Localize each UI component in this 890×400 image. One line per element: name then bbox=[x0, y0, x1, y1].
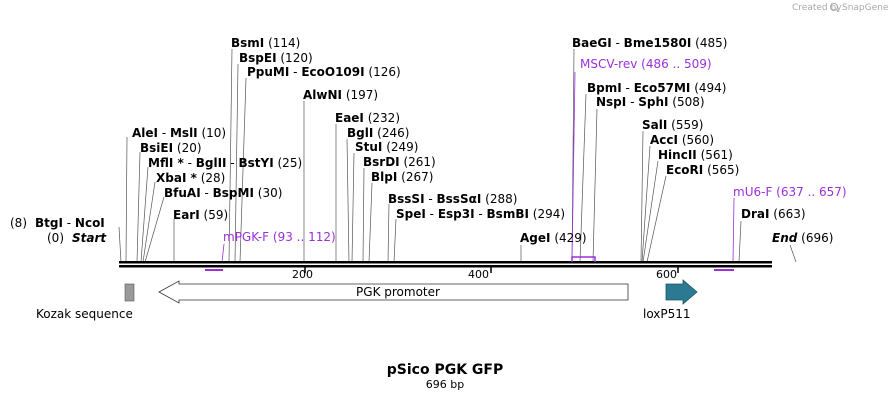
ruler-tick-600: 600 bbox=[656, 268, 677, 281]
connector-spei bbox=[393, 218, 397, 263]
site-bfuai-bspmi[interactable]: BfuAI - BspMI (30) bbox=[164, 186, 282, 200]
site-xbai[interactable]: XbaI * (28) bbox=[156, 171, 225, 185]
ruler: 200 400 600 bbox=[292, 266, 679, 281]
connector-alei bbox=[125, 136, 128, 263]
site-alwni[interactable]: AlwNI (197) bbox=[303, 88, 378, 102]
site-sali[interactable]: SalI (559) bbox=[642, 118, 703, 132]
map-length: 696 bp bbox=[426, 378, 464, 391]
connector-nspi bbox=[592, 108, 598, 263]
connector-end bbox=[789, 244, 797, 263]
site-acci[interactable]: AccI (560) bbox=[650, 133, 714, 147]
primer-mscv-rev[interactable]: MSCV-rev (486 .. 509) bbox=[580, 57, 712, 71]
primer-connectors bbox=[221, 71, 735, 263]
credit-prefix: Created by bbox=[792, 3, 842, 13]
connector-bsssi bbox=[387, 203, 390, 263]
site-bspei[interactable]: BspEI (120) bbox=[239, 51, 313, 65]
connector-mu6-f bbox=[732, 197, 735, 263]
site-hincii[interactable]: HincII (561) bbox=[658, 148, 733, 162]
connector-xbai bbox=[142, 181, 156, 263]
site-mfli-bglii-bstyi[interactable]: MflI * - BglII - BstYI (25) bbox=[148, 156, 302, 170]
feature-loxp511-label: loxP511 bbox=[643, 307, 691, 321]
site-eaei[interactable]: EaeI (232) bbox=[335, 111, 400, 125]
ruler-tick-200: 200 bbox=[292, 268, 313, 281]
site-nspi-sphi[interactable]: NspI - SphI (508) bbox=[596, 95, 705, 109]
site-drai[interactable]: DraI (663) bbox=[741, 207, 806, 221]
connector-blpi bbox=[368, 182, 373, 263]
connector-bsrdi bbox=[362, 167, 365, 263]
site-blpi[interactable]: BlpI (267) bbox=[371, 170, 433, 184]
connector-bpmi bbox=[579, 93, 587, 263]
connector-stui bbox=[351, 152, 355, 263]
connector-mscv-rev bbox=[571, 71, 576, 263]
backbone bbox=[119, 261, 772, 268]
site-btgi-ncoi[interactable]: (8) BtgI - NcoI bbox=[10, 216, 105, 230]
site-bsssi-bsssai[interactable]: BssSI - BssSαI (288) bbox=[388, 192, 517, 206]
connector-bsmi bbox=[228, 48, 233, 263]
site-agei[interactable]: AgeI (429) bbox=[520, 231, 587, 245]
connector-ppumi bbox=[239, 77, 247, 263]
connector-hincii bbox=[642, 160, 659, 263]
snapgene-logo-icon bbox=[830, 3, 840, 13]
start-label: (0) Start bbox=[47, 231, 107, 245]
site-bpmi-eco57mi[interactable]: BpmI - Eco57MI (494) bbox=[587, 81, 726, 95]
feature-loxp511[interactable] bbox=[665, 279, 698, 305]
connector-bspei bbox=[234, 63, 239, 263]
site-bsrdi[interactable]: BsrDI (261) bbox=[363, 155, 436, 169]
primer-bar-mscv-rev bbox=[571, 256, 596, 262]
site-stui[interactable]: StuI (249) bbox=[355, 140, 419, 154]
connector-mpgk-f bbox=[221, 243, 225, 263]
site-ecori[interactable]: EcoRI (565) bbox=[666, 163, 739, 177]
connector-acci bbox=[641, 145, 651, 263]
site-baegi-bme1580i[interactable]: BaeGI - Bme1580I (485) bbox=[572, 36, 727, 50]
connector-btgi bbox=[118, 226, 122, 263]
credit-brand: SnapGene bbox=[842, 3, 889, 13]
primer-labels: mPGK-F (93 .. 112) MSCV-rev (486 .. 509)… bbox=[223, 57, 847, 244]
connector-sali bbox=[640, 130, 644, 263]
connector-drai bbox=[738, 220, 742, 263]
site-eari[interactable]: EarI (59) bbox=[173, 208, 228, 222]
connector-bfuai bbox=[144, 196, 165, 263]
site-connectors bbox=[118, 48, 797, 263]
primer-mu6-f[interactable]: mU6-F (637 .. 657) bbox=[733, 185, 847, 199]
feature-pgk-promoter-label: PGK promoter bbox=[356, 285, 440, 299]
connector-ecori bbox=[646, 175, 667, 263]
feature-kozak-sequence[interactable] bbox=[124, 283, 135, 302]
connector-bsiei bbox=[136, 151, 141, 263]
feature-kozak-label: Kozak sequence bbox=[36, 307, 133, 321]
connector-bgli bbox=[346, 138, 350, 263]
site-bgli[interactable]: BglI (246) bbox=[347, 126, 409, 140]
ruler-tick-400: 400 bbox=[468, 268, 489, 281]
connector-mfli bbox=[140, 166, 149, 263]
feature-pgk-promoter[interactable] bbox=[158, 280, 629, 304]
site-bsiei[interactable]: BsiEI (20) bbox=[140, 141, 202, 155]
primer-bars bbox=[205, 256, 734, 271]
site-spei-esp3i-bsmbi[interactable]: SpeI - Esp3I - BsmBI (294) bbox=[396, 207, 565, 221]
site-bsmi[interactable]: BsmI (114) bbox=[231, 36, 300, 50]
map-title: pSico PGK GFP bbox=[387, 362, 503, 378]
site-ppumi-ecoo109i[interactable]: PpuMI - EcoO109I (126) bbox=[247, 65, 401, 79]
primer-mpgk-f[interactable]: mPGK-F (93 .. 112) bbox=[223, 230, 336, 244]
site-alei-msli[interactable]: AleI - MslI (10) bbox=[132, 126, 226, 140]
end-label: End (696) bbox=[772, 231, 833, 245]
site-labels: (8) BtgI - NcoI AleI - MslI (10) BsiEI (… bbox=[10, 36, 833, 245]
